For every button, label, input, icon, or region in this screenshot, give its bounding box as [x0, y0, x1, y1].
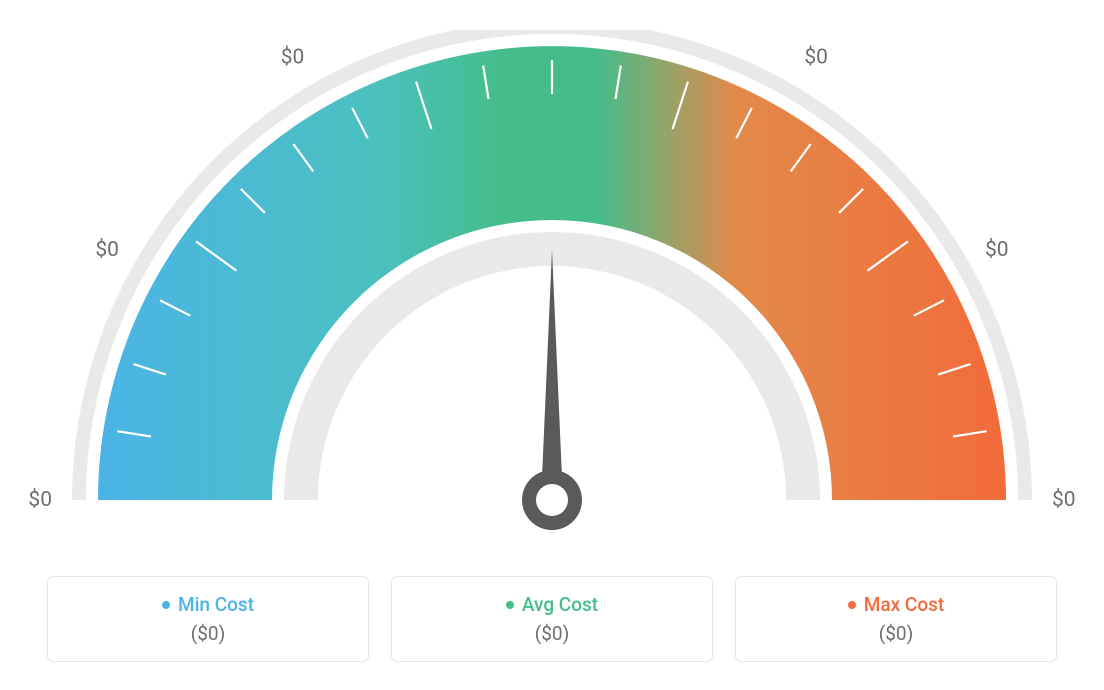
- legend-card-avg: Avg Cost ($0): [391, 576, 713, 662]
- legend-value-min: ($0): [191, 622, 225, 645]
- gauge-tick-label: $0: [804, 45, 828, 69]
- legend-head-avg: Avg Cost: [506, 593, 598, 616]
- legend-card-min: Min Cost ($0): [47, 576, 369, 662]
- gauge-tick-label: $0: [281, 45, 305, 69]
- legend-label-avg: Avg Cost: [522, 593, 598, 616]
- gauge-tick-label: $0: [985, 238, 1009, 262]
- gauge-tick-label: $0: [28, 488, 52, 512]
- legend-row: Min Cost ($0) Avg Cost ($0) Max Cost ($0…: [47, 576, 1057, 662]
- gauge-tick-label: $0: [95, 238, 119, 262]
- legend-dot-max: [848, 601, 856, 609]
- gauge-tick-label: $0: [1052, 488, 1076, 512]
- gauge-svg: [52, 30, 1052, 570]
- legend-value-avg: ($0): [535, 622, 569, 645]
- legend-head-min: Min Cost: [162, 593, 254, 616]
- gauge-chart: $0$0$0$0$0$0$0: [32, 0, 1072, 560]
- legend-label-min: Min Cost: [178, 593, 254, 616]
- legend-card-max: Max Cost ($0): [735, 576, 1057, 662]
- legend-head-max: Max Cost: [848, 593, 944, 616]
- legend-label-max: Max Cost: [864, 593, 944, 616]
- legend-dot-min: [162, 601, 170, 609]
- legend-dot-avg: [506, 601, 514, 609]
- legend-value-max: ($0): [879, 622, 913, 645]
